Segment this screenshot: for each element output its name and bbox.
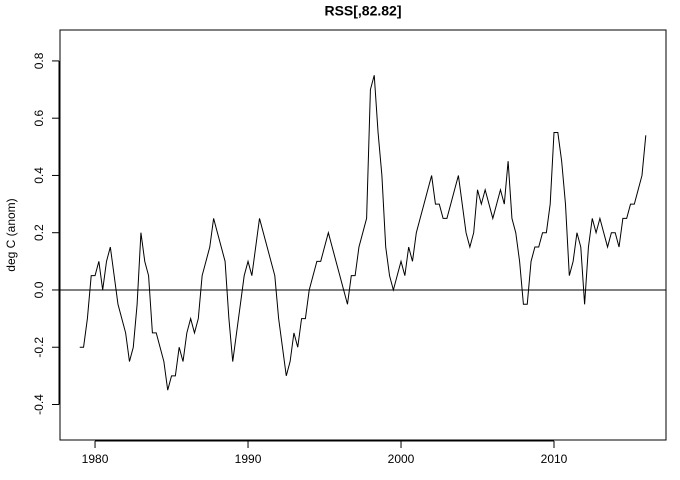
chart-title: RSS[,82.82] (324, 3, 401, 19)
y-tick-label: 0.6 (32, 110, 46, 127)
y-axis-label: deg C (anom) (4, 198, 18, 271)
y-tick-label: 0.0 (32, 281, 46, 298)
x-tick-label: 1980 (82, 452, 109, 466)
data-line (79, 75, 647, 391)
x-tick-label: 2010 (541, 452, 568, 466)
y-tick-label: -0.2 (32, 337, 46, 358)
y-tick-label: -0.4 (32, 394, 46, 415)
x-tick-label: 2000 (388, 452, 415, 466)
plot-frame (59, 29, 667, 441)
x-tick-label: 1990 (235, 452, 262, 466)
y-tick-label: 0.2 (32, 224, 46, 241)
y-tick-label: 0.8 (32, 52, 46, 69)
y-tick-label: 0.4 (32, 167, 46, 184)
